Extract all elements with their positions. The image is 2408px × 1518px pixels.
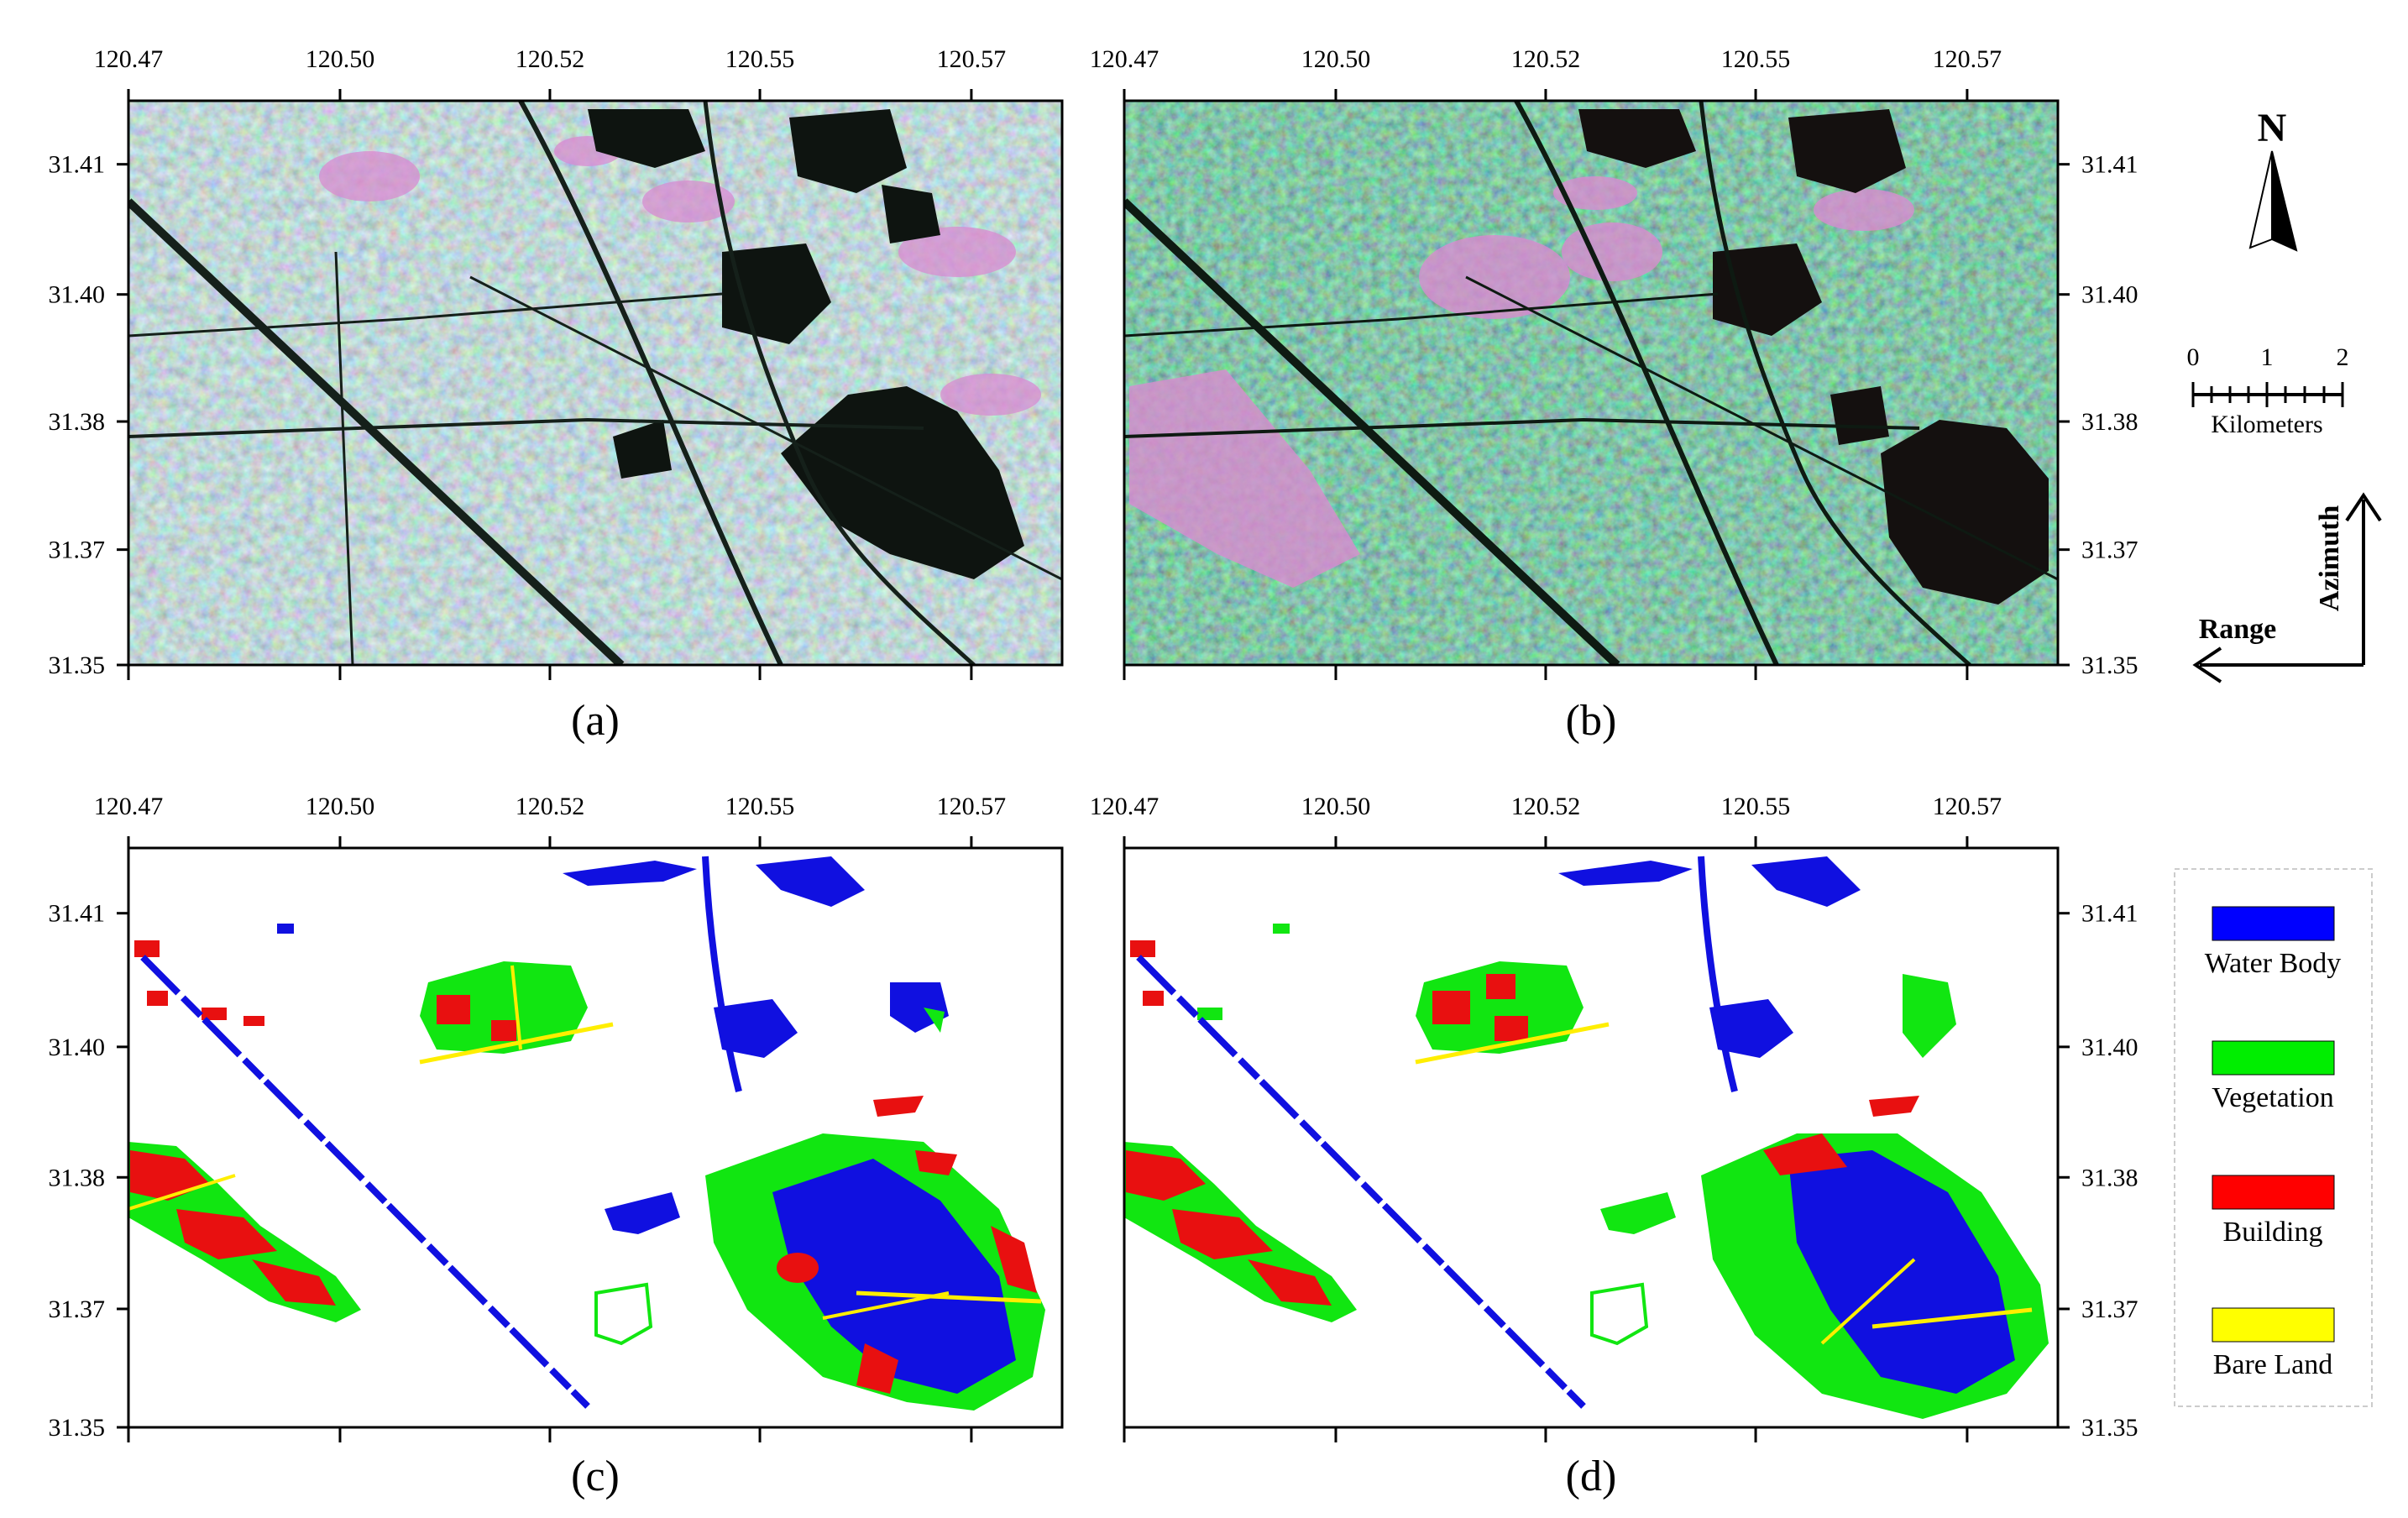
panel-c [127, 846, 1064, 1429]
axis-labels: 120.47 120.50 120.52 120.55 120.57 31.41 31.40… [49, 45, 2138, 1442]
y-tick-label-d-2: 31.38 [2081, 1164, 2138, 1191]
y-tick-label-d-1: 31.40 [2081, 1034, 2138, 1061]
panel-c-frame [127, 846, 1064, 1429]
legend-swatch-water [2212, 906, 2335, 941]
legend-label-bare-land: Bare Land [2213, 1349, 2333, 1380]
y-tick-label-b-0: 31.41 [2081, 151, 2138, 179]
scale-tick-1: 1 [2261, 343, 2274, 371]
x-tick-label-a-4: 120.57 [937, 45, 1007, 73]
y-tick-label-c-4: 31.35 [49, 1414, 106, 1442]
panel-b-frame [1123, 99, 2060, 667]
legend-swatch-vegetation [2212, 1040, 2335, 1076]
x-tick-label-c-2: 120.52 [516, 793, 585, 820]
scale-bar: 0 1 2 Kilometers [2187, 343, 2349, 438]
caption-b: (b) [1566, 697, 1617, 745]
scale-tick-2: 2 [2337, 343, 2349, 371]
axes [117, 89, 2070, 1442]
panel-d-frame [1123, 846, 2060, 1429]
x-tick-label-d-2: 120.52 [1511, 793, 1581, 820]
x-tick-label-b-3: 120.55 [1721, 45, 1791, 73]
azimuth-label: Azimuth [2314, 505, 2345, 612]
panel-c-map [128, 856, 1045, 1411]
legend-label-vegetation: Vegetation [2212, 1082, 2333, 1113]
y-tick-label-a-1: 31.40 [49, 281, 106, 309]
y-tick-label-c-0: 31.41 [49, 900, 106, 928]
legend-swatch-building [2212, 1175, 2335, 1210]
y-tick-label-a-2: 31.38 [49, 408, 106, 436]
legend: Water Body Vegetation Building Bare Land [2174, 868, 2373, 1407]
x-tick-label-a-0: 120.47 [94, 45, 164, 73]
y-tick-label-a-3: 31.37 [49, 537, 106, 564]
panel-b-image [1124, 101, 2058, 665]
x-tick-label-c-1: 120.50 [306, 793, 375, 820]
y-tick-label-c-3: 31.37 [49, 1296, 106, 1323]
x-tick-label-b-2: 120.52 [1511, 45, 1581, 73]
panel-d [1123, 846, 2060, 1429]
y-tick-label-c-2: 31.38 [49, 1164, 106, 1191]
direction-indicator: Azimuth Range [2192, 492, 2382, 683]
scale-unit: Kilometers [2211, 411, 2322, 438]
x-tick-label-b-1: 120.50 [1301, 45, 1371, 73]
x-tick-label-d-0: 120.47 [1090, 793, 1160, 820]
caption-c: (c) [571, 1453, 620, 1500]
x-tick-label-a-2: 120.52 [516, 45, 585, 73]
x-tick-label-c-4: 120.57 [937, 793, 1007, 820]
y-tick-label-d-0: 31.41 [2081, 900, 2138, 928]
north-arrow-icon: N [2248, 106, 2298, 252]
panel-a [127, 99, 1064, 667]
range-label: Range [2199, 614, 2277, 645]
panel-b [1123, 99, 2060, 667]
y-tick-label-c-1: 31.40 [49, 1034, 106, 1061]
panel-a-image [128, 101, 1062, 665]
x-tick-label-b-0: 120.47 [1090, 45, 1160, 73]
caption-a: (a) [571, 697, 620, 745]
y-tick-label-b-1: 31.40 [2081, 281, 2138, 309]
y-tick-label-d-3: 31.37 [2081, 1296, 2138, 1323]
y-tick-label-a-0: 31.41 [49, 151, 106, 179]
y-tick-label-d-4: 31.35 [2081, 1414, 2138, 1442]
x-tick-label-d-4: 120.57 [1933, 793, 2002, 820]
y-tick-label-a-4: 31.35 [49, 652, 106, 679]
caption-d: (d) [1566, 1453, 1617, 1500]
legend-label-building: Building [2222, 1217, 2322, 1248]
legend-label-water: Water Body [2205, 948, 2342, 979]
x-tick-label-c-0: 120.47 [94, 793, 164, 820]
y-tick-label-b-2: 31.38 [2081, 408, 2138, 436]
x-tick-label-b-4: 120.57 [1933, 45, 2002, 73]
y-tick-label-b-3: 31.37 [2081, 537, 2138, 564]
x-tick-label-a-1: 120.50 [306, 45, 375, 73]
legend-swatch-bare-land [2212, 1307, 2335, 1343]
north-label: N [2258, 106, 2287, 150]
x-tick-label-d-1: 120.50 [1301, 793, 1371, 820]
panel-a-frame [127, 99, 1064, 667]
scale-tick-0: 0 [2187, 343, 2200, 371]
y-tick-label-b-4: 31.35 [2081, 652, 2138, 679]
x-tick-label-a-3: 120.55 [725, 45, 795, 73]
x-tick-label-d-3: 120.55 [1721, 793, 1791, 820]
x-tick-label-c-3: 120.55 [725, 793, 795, 820]
panel-d-map [1124, 856, 2049, 1419]
